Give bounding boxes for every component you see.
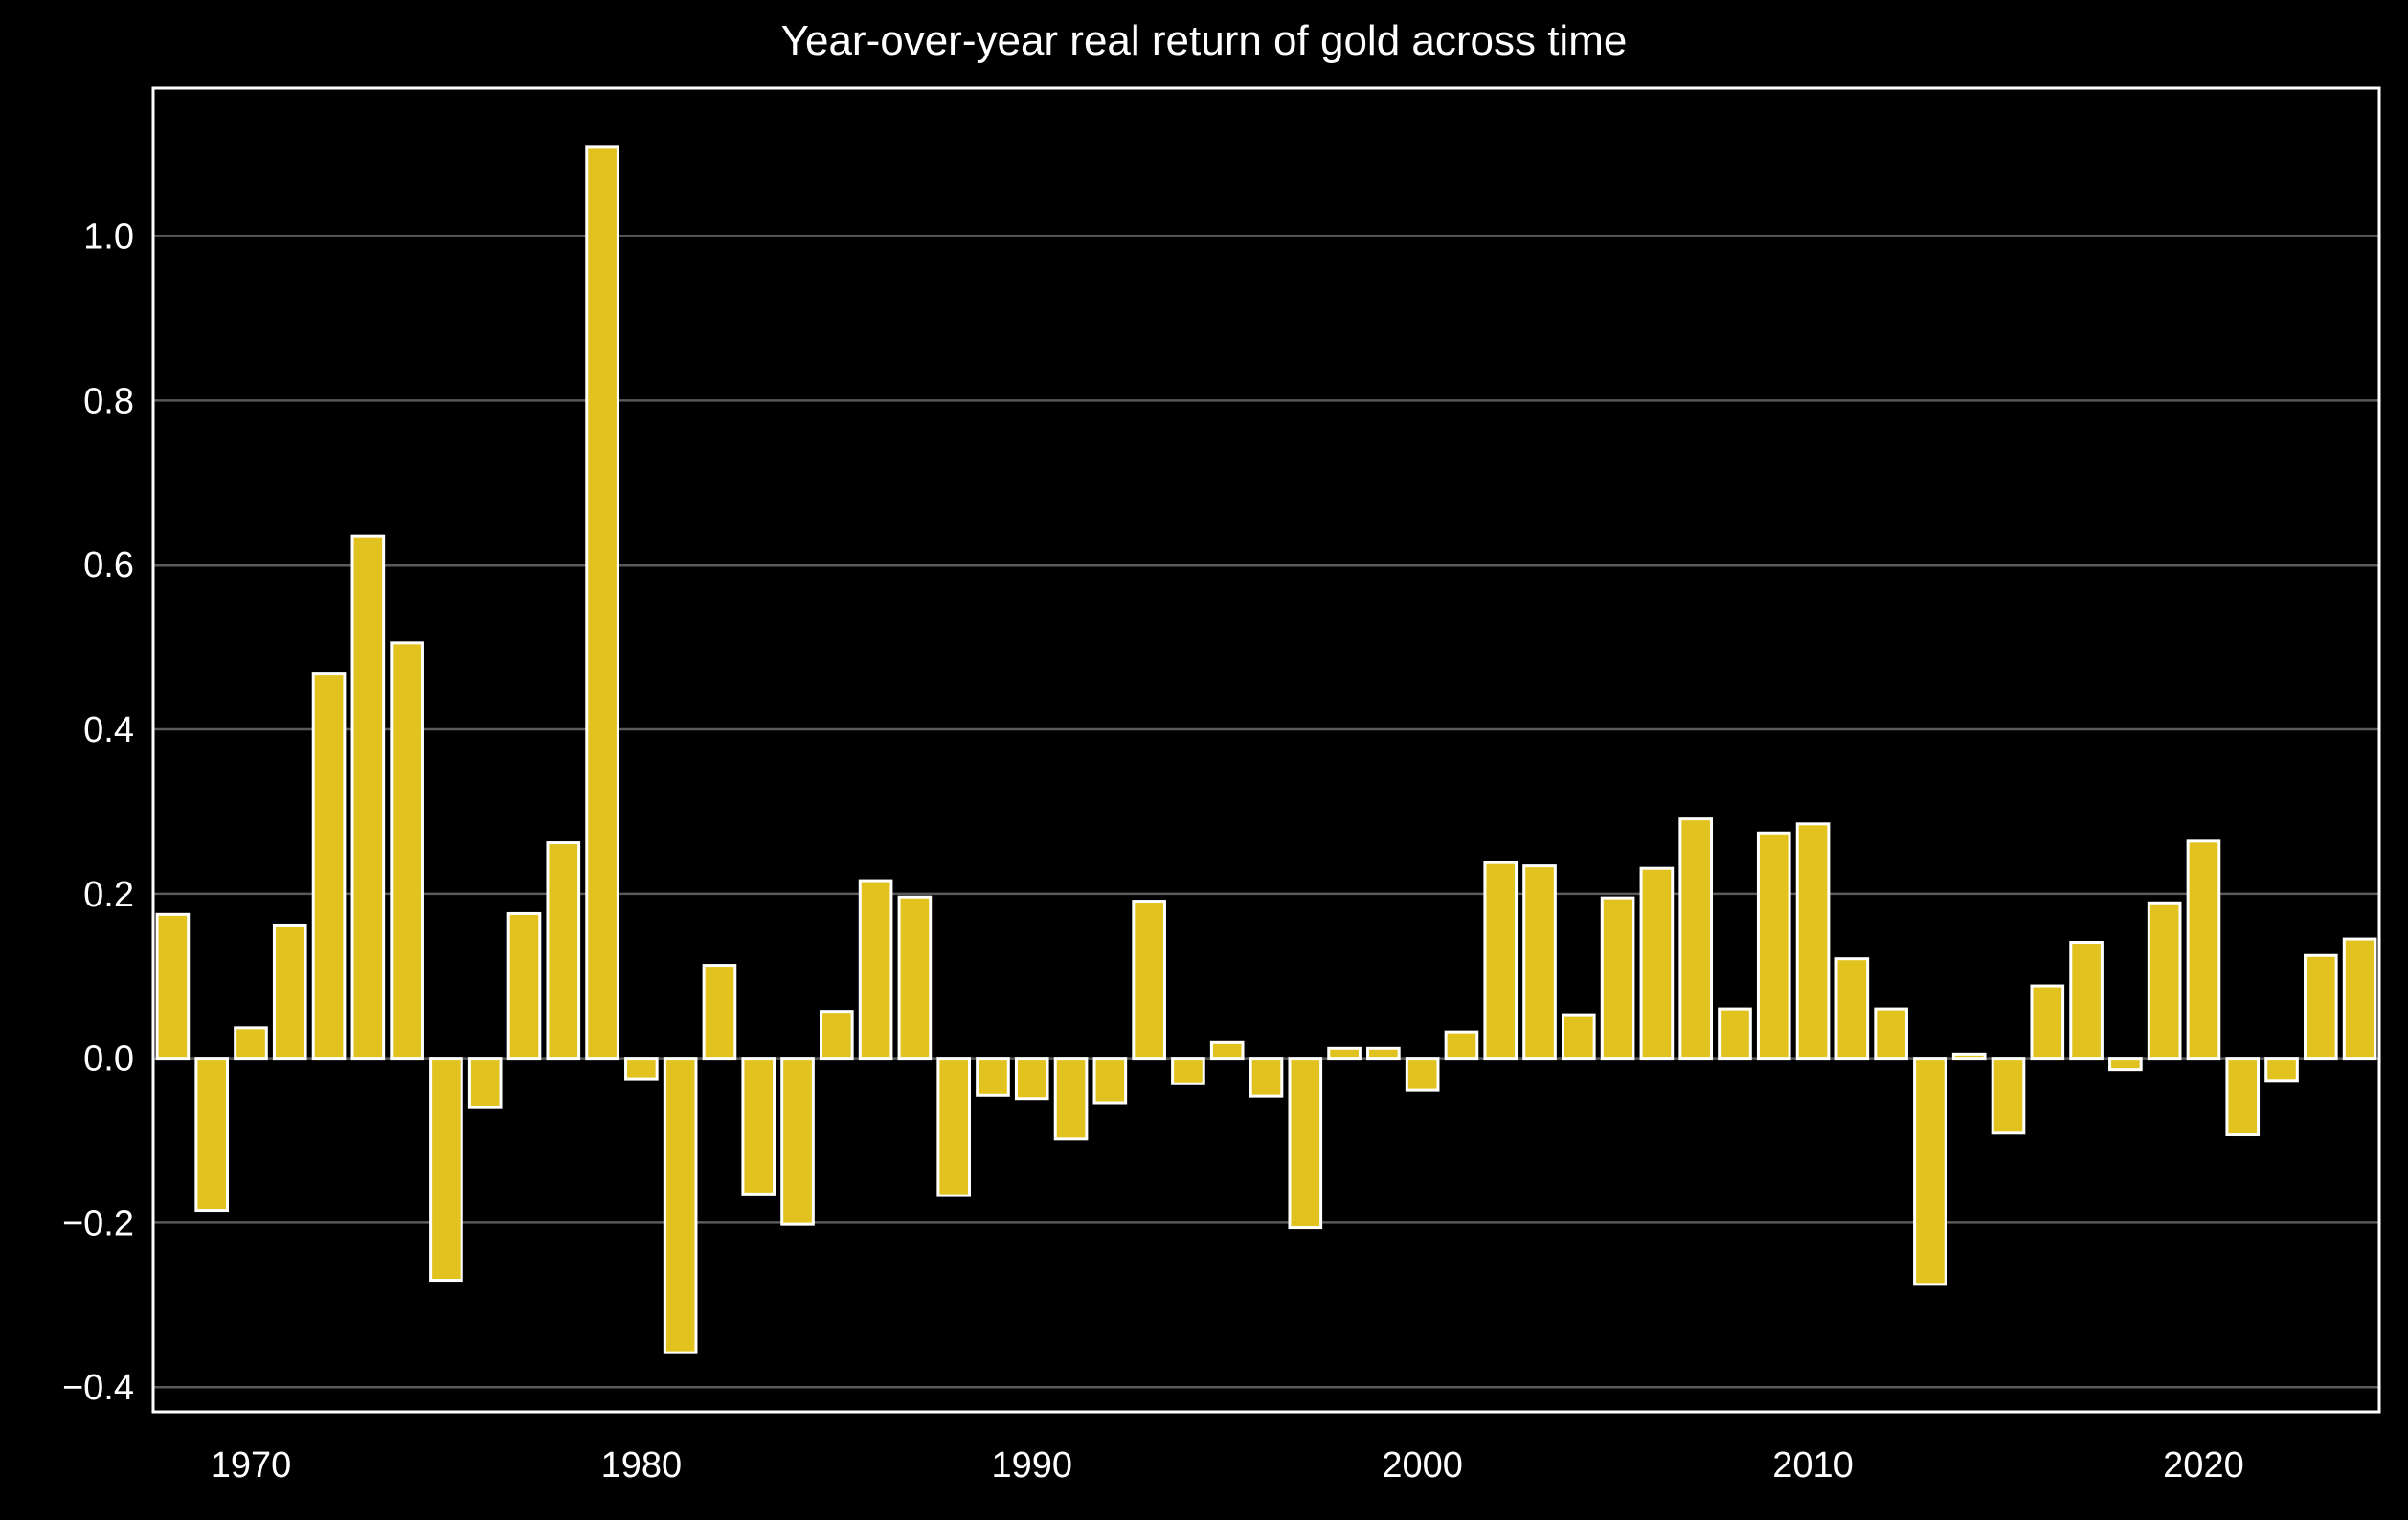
bar-1989 xyxy=(976,1057,1010,1097)
bar-1987 xyxy=(897,895,933,1061)
y-tick-label: 0.8 xyxy=(83,381,134,421)
bar-1998 xyxy=(1327,1046,1362,1061)
bar-2016 xyxy=(2030,984,2065,1061)
chart-title: Year-over-year real return of gold acros… xyxy=(780,17,1628,64)
x-tick-label: 1980 xyxy=(601,1445,683,1486)
bar-1996 xyxy=(1249,1057,1284,1098)
bar-2020 xyxy=(2186,839,2221,1061)
bar-2012 xyxy=(1874,1007,1908,1061)
y-tick-label: −0.4 xyxy=(62,1368,134,1408)
x-tick-label: 2020 xyxy=(2163,1445,2244,1486)
bar-1984 xyxy=(780,1057,815,1226)
bar-2010 xyxy=(1795,822,1831,1061)
bar-1974 xyxy=(390,641,424,1061)
bar-1991 xyxy=(1053,1057,1089,1141)
bar-1968 xyxy=(155,912,191,1061)
bar-2013 xyxy=(1913,1057,1947,1286)
bar-1992 xyxy=(1092,1057,1128,1105)
bar-1988 xyxy=(936,1057,971,1197)
bar-2008 xyxy=(1718,1007,1752,1061)
bar-2006 xyxy=(1639,866,1675,1061)
bar-1994 xyxy=(1171,1057,1205,1085)
bar-2005 xyxy=(1600,896,1635,1061)
plot-frame xyxy=(151,86,2381,1414)
x-tick-label: 2000 xyxy=(1382,1445,1463,1486)
bar-2014 xyxy=(1951,1052,1987,1061)
bar-1982 xyxy=(702,964,737,1061)
bar-2000 xyxy=(1405,1057,1440,1092)
bar-2009 xyxy=(1756,831,1791,1061)
bar-1986 xyxy=(858,879,893,1061)
bar-2002 xyxy=(1483,861,1519,1061)
bar-1978 xyxy=(546,841,581,1061)
bar-2003 xyxy=(1522,864,1557,1061)
y-tick-label: 0.4 xyxy=(83,710,134,750)
bar-1995 xyxy=(1209,1040,1245,1061)
bar-1977 xyxy=(506,911,542,1061)
bar-1973 xyxy=(350,534,386,1061)
x-tick-label: 1970 xyxy=(211,1445,292,1486)
bar-1970 xyxy=(234,1026,268,1061)
bar-2022 xyxy=(2264,1057,2299,1083)
y-tick-label: 0.6 xyxy=(83,546,134,586)
bar-1976 xyxy=(467,1057,503,1109)
bar-1971 xyxy=(272,923,307,1061)
bar-1983 xyxy=(741,1057,776,1196)
bar-1975 xyxy=(429,1057,463,1283)
bar-2007 xyxy=(1678,817,1713,1061)
bar-1980 xyxy=(624,1057,659,1081)
x-tick-label: 1990 xyxy=(991,1445,1072,1486)
gridlines xyxy=(153,235,2379,1389)
bar-2011 xyxy=(1834,957,1870,1061)
bar-1997 xyxy=(1288,1057,1323,1230)
bar-1999 xyxy=(1366,1046,1401,1061)
y-axis-ticks: −0.4 −0.2 0.0 0.2 0.4 0.6 0.8 1.0 xyxy=(62,217,134,1409)
y-tick-label: −0.2 xyxy=(62,1203,134,1243)
bars xyxy=(155,145,2377,1354)
bar-1993 xyxy=(1132,900,1166,1061)
bar-1985 xyxy=(820,1010,854,1061)
y-tick-label: 0.2 xyxy=(83,875,134,915)
y-tick-label: 1.0 xyxy=(83,217,134,257)
bar-2019 xyxy=(2147,901,2182,1061)
bar-1981 xyxy=(663,1057,698,1354)
bar-2024 xyxy=(2342,937,2377,1061)
bar-2001 xyxy=(1444,1030,1479,1061)
y-tick-label: 0.0 xyxy=(83,1039,134,1080)
bar-2015 xyxy=(1991,1057,2026,1135)
bar-1969 xyxy=(194,1057,230,1213)
bar-1972 xyxy=(311,672,347,1061)
bar-2017 xyxy=(2069,941,2104,1061)
x-tick-label: 2010 xyxy=(1772,1445,1854,1486)
bar-2023 xyxy=(2304,953,2338,1061)
bar-2004 xyxy=(1562,1013,1596,1061)
bar-2018 xyxy=(2108,1057,2143,1072)
bar-2021 xyxy=(2225,1057,2261,1137)
bar-1990 xyxy=(1014,1057,1049,1101)
x-axis-ticks: 1970 1980 1990 2000 2010 2020 xyxy=(211,1445,2244,1486)
bar-1979 xyxy=(585,145,619,1061)
